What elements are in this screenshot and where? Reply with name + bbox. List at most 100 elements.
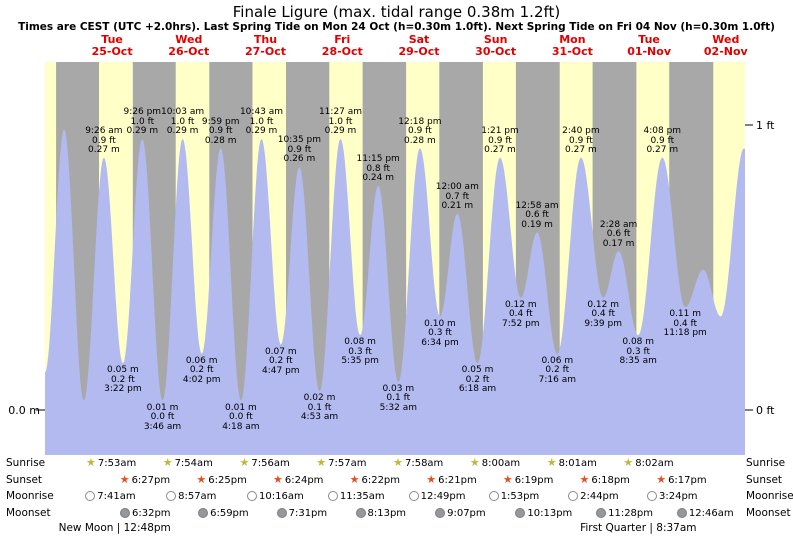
low-tide-label: 0.11 m 0.4 ft 11:18 pm xyxy=(663,309,707,339)
sunrise-entry: ★ 8:01am xyxy=(547,457,597,469)
low-tide-label: 0.08 m 0.3 ft 8:35 am xyxy=(619,337,657,367)
low-tide-label: 0.02 m 0.1 ft 4:53 am xyxy=(300,393,339,423)
moonrise-row-label-right: Moonrise xyxy=(746,490,793,502)
moonset-time: 12:46am xyxy=(688,507,734,519)
moonset-entry: 6:32pm xyxy=(120,507,171,519)
moonset-icon xyxy=(515,508,526,518)
day-label: Tue 01-Nov xyxy=(627,33,671,58)
day-label: Tue 25-Oct xyxy=(91,33,133,58)
moonrise-icon xyxy=(647,491,657,501)
sunrise-time: 8:01am xyxy=(558,457,597,469)
sunrise-icon: ★ xyxy=(546,456,557,469)
moonrise-icon xyxy=(85,491,96,501)
moonset-entry: 10:13pm xyxy=(515,507,572,519)
low-tide-label: 0.12 m 0.4 ft 9:39 pm xyxy=(584,299,622,329)
low-tide-label: 0.05 m 0.2 ft 3:22 pm xyxy=(104,365,142,395)
moonrise-entry: 1:53pm xyxy=(488,490,539,502)
moonset-icon xyxy=(676,508,687,518)
sunrise-entry: ★ 8:00am xyxy=(470,457,520,469)
high-tide-label: 12:58 am 0.6 ft 0.19 m xyxy=(515,200,559,230)
sunset-time: 6:24pm xyxy=(284,474,324,486)
moonset-icon xyxy=(276,508,287,518)
day-label: Mon 31-Oct xyxy=(551,33,593,58)
day-label: Thu 27-Oct xyxy=(244,33,287,58)
high-tide-label: 11:27 am 1.0 ft 0.29 m xyxy=(318,107,363,137)
sunrise-icon: ★ xyxy=(239,456,250,469)
moonset-time: 7:31pm xyxy=(288,507,328,519)
moonrise-time: 12:49pm xyxy=(420,490,466,502)
moonset-entry: 7:31pm xyxy=(276,507,328,519)
moonset-time: 6:59pm xyxy=(210,507,249,519)
moonrise-time: 8:57am xyxy=(178,490,217,502)
sunset-time: 6:22pm xyxy=(361,474,401,486)
moonset-row-label-left: Moonset xyxy=(6,507,51,519)
y-axis-meters-zero-label: 0.0 m xyxy=(8,404,40,417)
moon-phase-label: New Moon | 12:48pm xyxy=(58,522,171,534)
sunset-icon: ★ xyxy=(119,473,130,486)
sunset-entry: ★ 6:24pm xyxy=(273,474,323,486)
sunset-entry: ★ 6:18pm xyxy=(580,474,630,486)
moonrise-icon xyxy=(247,491,257,501)
high-tide-label: 10:43 am 1.0 ft 0.29 m xyxy=(239,107,284,137)
moonrise-entry: 8:57am xyxy=(166,490,216,502)
day-label: Sun 30-Oct xyxy=(475,33,517,58)
high-tide-label: 9:26 am 0.9 ft 0.27 m xyxy=(85,126,123,155)
low-tide-label: 0.10 m 0.3 ft 6:34 pm xyxy=(421,318,459,348)
high-tide-label: 9:59 pm 0.9 ft 0.28 m xyxy=(201,116,240,146)
high-tide-label: 12:18 pm 0.9 ft 0.28 m xyxy=(398,116,442,146)
low-tide-label: 0.07 m 0.2 ft 4:47 pm xyxy=(262,346,300,376)
sunset-icon: ★ xyxy=(579,473,590,486)
sunset-entry: ★ 6:21pm xyxy=(426,474,476,486)
moonset-time: 10:13pm xyxy=(527,507,573,519)
sunrise-time: 7:57am xyxy=(328,457,367,469)
high-tide-label: 2:28 am 0.6 ft 0.17 m xyxy=(599,219,638,249)
sunset-entry: ★ 6:17pm xyxy=(656,474,706,486)
sunrise-time: 7:53am xyxy=(97,457,137,469)
sunrise-time: 7:58am xyxy=(404,457,444,469)
moonrise-entry: 7:41am xyxy=(85,490,136,502)
moonset-icon xyxy=(120,508,130,518)
low-tide-label: 0.05 m 0.2 ft 6:18 am xyxy=(458,365,497,395)
sunrise-time: 7:54am xyxy=(174,457,213,469)
sunset-icon: ★ xyxy=(273,473,283,486)
sunset-icon: ★ xyxy=(656,473,667,486)
sunrise-entry: ★ 7:57am xyxy=(316,457,366,469)
y-axis-one-ft-label: 1 ft xyxy=(756,119,775,132)
sunset-entry: ★ 6:19pm xyxy=(503,474,553,486)
sunrise-icon: ★ xyxy=(316,456,327,469)
sunrise-icon: ★ xyxy=(86,456,96,469)
sunrise-entry: ★ 7:53am xyxy=(86,457,136,469)
high-tide-label: 9:26 pm 1.0 ft 0.29 m xyxy=(123,107,162,137)
moonset-time: 9:07pm xyxy=(447,507,486,519)
sunset-time: 6:25pm xyxy=(208,474,247,486)
moonrise-time: 10:16am xyxy=(259,490,304,502)
moonset-time: 8:13pm xyxy=(367,507,407,519)
sunrise-entry: ★ 8:02am xyxy=(623,457,673,469)
moonrise-entry: 2:44pm xyxy=(568,490,619,502)
moonrise-entry: 12:49pm xyxy=(408,490,466,502)
sunrise-entry: ★ 7:54am xyxy=(163,457,213,469)
moonrise-icon xyxy=(166,491,177,501)
moon-phase-label: First Quarter | 8:37am xyxy=(580,522,697,534)
sunrise-time: 8:02am xyxy=(635,457,674,469)
sunset-icon: ★ xyxy=(426,473,437,486)
moonrise-entry: 3:24pm xyxy=(647,490,698,502)
moonrise-time: 11:35am xyxy=(339,490,385,502)
sunrise-time: 7:56am xyxy=(251,457,290,469)
sunrise-row-label-left: Sunrise xyxy=(6,457,46,469)
moonset-entry: 12:46am xyxy=(676,507,734,519)
moonset-entry: 9:07pm xyxy=(435,507,486,519)
sunrise-entry: ★ 7:58am xyxy=(393,457,443,469)
moonset-icon xyxy=(355,508,366,518)
sunrise-icon: ★ xyxy=(623,456,634,469)
day-label: Fri 28-Oct xyxy=(321,33,363,58)
y-axis-zero-ft-label: 0 ft xyxy=(756,404,775,417)
high-tide-label: 12:00 am 0.7 ft 0.21 m xyxy=(435,182,479,212)
tide-area xyxy=(45,129,745,455)
high-tide-label: 4:08 pm 0.9 ft 0.27 m xyxy=(643,126,682,155)
sunrise-time: 8:00am xyxy=(481,457,521,469)
high-tide-label: 2:40 pm 0.9 ft 0.27 m xyxy=(562,126,600,155)
sunset-time: 6:21pm xyxy=(438,474,477,486)
moonset-icon xyxy=(596,508,607,518)
sunset-icon: ★ xyxy=(349,473,360,486)
